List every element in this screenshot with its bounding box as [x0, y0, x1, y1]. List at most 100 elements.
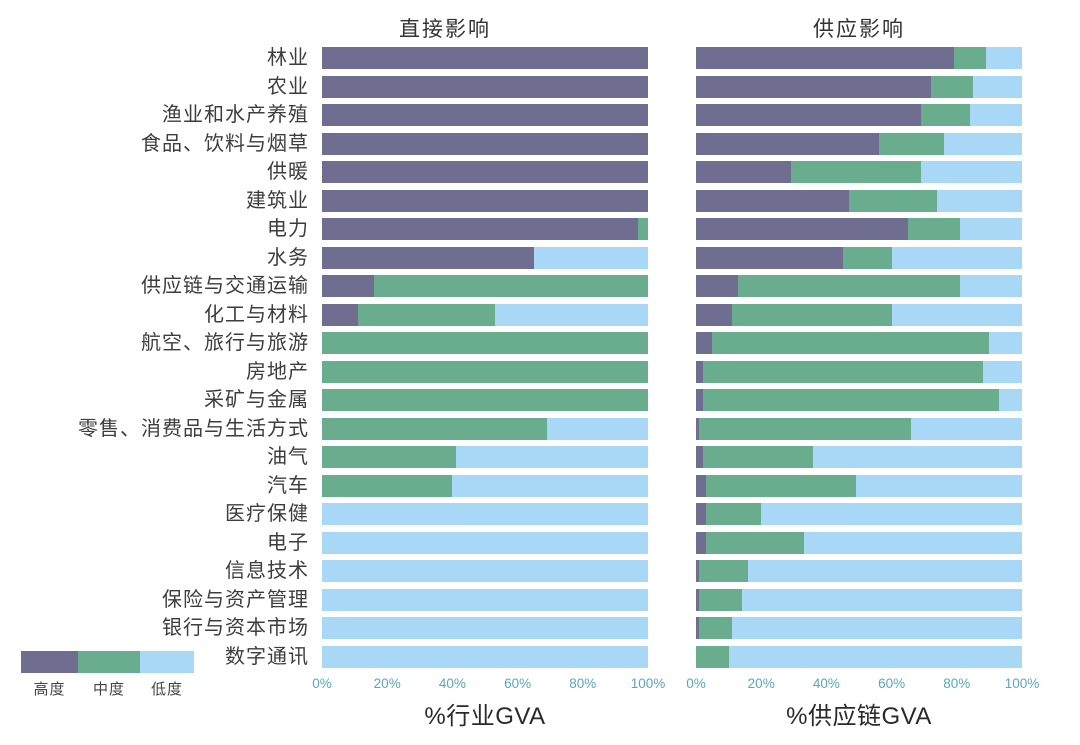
category-label: 农业	[267, 75, 309, 98]
bar-row-supply	[696, 104, 1022, 126]
bar-segment-low	[989, 332, 1022, 354]
bar-row-direct	[322, 75, 648, 98]
bar-segment-high	[322, 75, 648, 98]
x-tick-label: 20%	[747, 676, 775, 691]
bar-segment-high	[696, 474, 706, 497]
bar-segment-low	[999, 389, 1022, 411]
panel-gap	[648, 617, 696, 639]
bar-row-direct	[322, 503, 648, 525]
bar-segment-low	[322, 617, 648, 639]
bar-segment-medium	[705, 531, 804, 554]
bar-segment-high	[696, 588, 700, 611]
bar-row-direct	[322, 132, 648, 155]
bar-segment-low	[891, 303, 1022, 326]
bar-row-direct	[322, 161, 648, 183]
bar-row-direct	[322, 645, 648, 668]
bar-segment-medium	[322, 446, 456, 468]
bar-segment-medium	[638, 218, 648, 240]
category-label: 建筑业	[246, 189, 309, 212]
bar-row-supply	[696, 588, 1022, 611]
bar-row-direct	[322, 531, 648, 554]
x-tick-label: 100%	[630, 676, 666, 691]
bar-row-direct	[322, 303, 648, 326]
bar-row-direct	[322, 360, 648, 383]
panel-gap	[648, 475, 696, 497]
bar-segment-medium	[842, 246, 892, 269]
bar-segment-medium	[702, 446, 814, 468]
bar-segment-high	[322, 132, 648, 155]
bar-segment-low	[973, 75, 1022, 98]
category-label: 航空、旅行与旅游	[141, 332, 309, 354]
bar-segment-high	[696, 389, 703, 411]
bar-row-direct	[322, 389, 648, 411]
category-label: 水务	[267, 246, 309, 269]
bar-segment-high	[322, 47, 648, 69]
bar-segment-high	[322, 161, 648, 183]
bar-segment-low	[322, 560, 648, 582]
bar-row-direct	[322, 617, 648, 639]
legend-swatches	[21, 651, 194, 673]
category-label: 银行与资本市场	[162, 617, 309, 639]
bar-row-direct	[322, 47, 648, 69]
bar-segment-high	[696, 503, 706, 525]
bar-segment-medium	[930, 75, 974, 98]
bar-row-direct	[322, 218, 648, 240]
bar-segment-medium	[738, 275, 961, 297]
bar-segment-low	[920, 161, 1022, 183]
bar-row-supply	[696, 360, 1022, 383]
bar-row-supply	[696, 246, 1022, 269]
bar-row-supply	[696, 132, 1022, 155]
bar-row-direct	[322, 560, 648, 582]
bar-segment-medium	[790, 161, 921, 183]
bar-segment-medium	[322, 389, 648, 411]
panel-gap	[648, 76, 696, 98]
x-tick-label: 100%	[1004, 676, 1040, 691]
bar-segment-low	[761, 503, 1022, 525]
bar-row-supply	[696, 189, 1022, 212]
bar-segment-medium	[712, 332, 990, 354]
category-label: 数字通讯	[225, 645, 309, 668]
bar-segment-medium	[731, 303, 892, 326]
bar-segment-high	[696, 417, 700, 440]
bar-segment-medium	[322, 417, 547, 440]
bar-segment-low	[494, 303, 648, 326]
panel-gap	[648, 275, 696, 297]
bar-segment-medium	[374, 275, 648, 297]
bar-segment-medium	[322, 474, 453, 497]
bar-row-supply	[696, 474, 1022, 497]
bar-segment-low	[982, 360, 1022, 383]
panel-gap	[648, 646, 696, 668]
bar-segment-low	[911, 417, 1022, 440]
category-label: 零售、消费品与生活方式	[78, 417, 309, 440]
bar-segment-medium	[849, 189, 938, 212]
bar-segment-high	[696, 617, 700, 639]
bar-segment-low	[891, 246, 1022, 269]
bar-segment-low	[546, 417, 648, 440]
bar-segment-medium	[699, 617, 732, 639]
bar-segment-medium	[699, 560, 749, 582]
legend-label-high: 高度	[33, 682, 66, 698]
bar-row-direct	[322, 446, 648, 468]
category-label: 保险与资产管理	[162, 588, 309, 611]
bar-segment-high	[696, 560, 700, 582]
bar-segment-medium	[322, 332, 648, 354]
bar-segment-low	[455, 446, 648, 468]
x-tick-label: 40%	[812, 676, 840, 691]
bar-segment-low	[960, 218, 1022, 240]
panel-gap	[648, 247, 696, 269]
panel-gap	[648, 304, 696, 326]
legend: 高度 中度 低度	[21, 651, 194, 699]
category-label: 电子	[267, 531, 309, 554]
bar-row-supply	[696, 531, 1022, 554]
bar-segment-high	[696, 303, 732, 326]
category-label: 电力	[267, 218, 309, 240]
bar-segment-medium	[699, 417, 912, 440]
bar-segment-medium	[878, 132, 944, 155]
bar-segment-medium	[702, 360, 983, 383]
bar-segment-low	[533, 246, 648, 269]
bar-segment-high	[696, 446, 703, 468]
bar-segment-low	[322, 531, 648, 554]
category-label: 食品、饮料与烟草	[141, 132, 309, 155]
legend-label-medium: 中度	[92, 682, 125, 698]
